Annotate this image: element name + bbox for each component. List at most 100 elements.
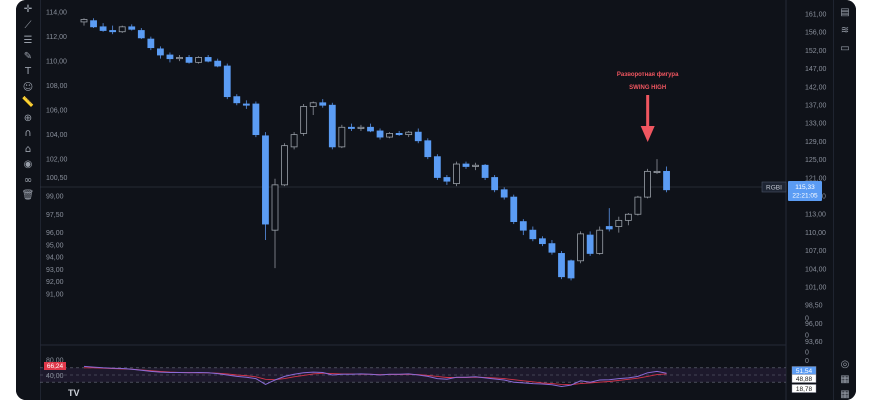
lock-drawing-icon[interactable]: ⌂ [24,143,32,155]
candle[interactable] [338,124,346,149]
crosshair-icon[interactable]: ✛ [23,4,33,15]
candle[interactable] [443,175,451,185]
candle[interactable] [262,132,269,240]
left-axis-tick: 108,00 [46,83,68,90]
candle[interactable] [663,166,670,193]
magnet-icon[interactable]: ∩ [24,128,32,139]
candle[interactable] [644,168,651,199]
candle[interactable] [347,123,355,131]
zoom-icon[interactable]: ⊕ [23,112,33,124]
candle[interactable] [548,239,556,255]
candle[interactable] [414,128,422,144]
candle[interactable] [424,138,432,160]
candle[interactable] [252,101,260,138]
candle[interactable] [157,46,164,59]
trend-line-icon[interactable]: ⟋ [24,19,32,31]
candle[interactable] [271,178,279,269]
candle[interactable] [567,259,575,281]
candle[interactable] [242,100,250,109]
candle[interactable] [137,28,145,40]
eye-icon[interactable]: ◉ [23,159,33,170]
candle[interactable] [281,143,288,187]
candle[interactable] [195,56,203,64]
candle[interactable] [386,132,394,139]
candle[interactable] [433,154,441,180]
candle[interactable] [147,36,155,51]
link-icon[interactable]: ∞ [23,174,33,186]
rsi-left-badge: 66,24 [44,362,66,370]
candle[interactable] [109,25,117,35]
layers-icon[interactable]: ≋ [840,25,850,36]
candle[interactable] [176,55,183,62]
trash-icon[interactable]: 🗑 [21,190,35,201]
candle[interactable] [328,102,336,150]
candle[interactable] [300,104,308,136]
candle[interactable] [233,94,241,106]
smiley-icon[interactable]: ☺ [22,81,34,93]
text-icon[interactable]: T [24,66,32,77]
candle[interactable] [99,23,107,32]
candle[interactable] [90,18,97,29]
left-axis-tick: 112,00 [46,34,67,41]
rsi-tick-80: 80,00 [46,357,64,364]
candle[interactable] [558,251,565,280]
candle[interactable] [577,231,584,264]
watchlist-icon[interactable]: ▤ [840,7,850,18]
candle[interactable] [223,63,231,100]
rsi-right-tick: 0 [805,358,809,365]
candle[interactable] [529,226,537,242]
calendar-icon[interactable]: ▦ [840,374,850,385]
candle[interactable] [624,213,632,226]
rsi-value-badge: 48,88 [791,374,817,383]
candle[interactable] [491,175,499,193]
candle[interactable] [357,124,365,131]
candle[interactable] [538,236,546,247]
right-axis-tick: 125,00 [805,157,827,164]
candle[interactable] [453,161,460,187]
candle[interactable] [290,132,298,150]
left-axis-tick: 106,00 [46,108,68,115]
right-axis-tick: 152,00 [805,48,827,55]
right-axis-tick: 0 [805,333,809,340]
candle[interactable] [319,99,327,108]
candle[interactable] [653,159,661,174]
left-axis-tick: 114,00 [46,10,67,17]
price-chart[interactable]: 114,00 112,00 110,00 108,00 106,00 104,00 102,… [40,0,834,400]
candle[interactable] [214,58,222,68]
candle[interactable] [481,164,489,180]
tradingview-logo[interactable]: TV [68,388,80,398]
candle[interactable] [118,25,126,33]
candle[interactable] [500,187,508,200]
target-icon[interactable]: ◎ [840,359,850,370]
left-axis-tick: 93,00 [46,267,64,274]
candle[interactable] [166,52,174,63]
candle[interactable] [586,231,594,256]
right-sidebar: ▤ ≋ ▭ ◎ ▦ ▦ [833,0,856,400]
candle[interactable] [204,55,212,63]
ruler-icon[interactable]: 📏 [21,97,35,108]
candle[interactable] [510,194,518,225]
candle[interactable] [519,219,527,236]
candle[interactable] [405,130,413,138]
left-axis-tick: 110,00 [46,59,67,66]
candle[interactable] [376,128,384,140]
candle[interactable] [462,161,470,169]
right-axis-tick: 147,00 [805,66,827,73]
fib-icon[interactable]: ☰ [23,35,33,46]
candle[interactable] [128,24,136,31]
candle[interactable] [634,195,642,216]
chat-icon[interactable]: ▭ [840,43,850,54]
candle[interactable] [309,101,317,116]
candle[interactable] [367,123,374,133]
apps-icon[interactable]: ▦ [840,389,850,400]
drawing-toolbar: ✛ ⟋ ☰ ✎ T ☺ 📏 ⊕ ∩ ⌂ ◉ ∞ 🗑 [16,0,41,400]
candle[interactable] [596,226,604,255]
brush-icon[interactable]: ✎ [23,50,33,62]
candle[interactable] [395,130,403,136]
candle[interactable] [615,216,623,233]
svg-text:48,88: 48,88 [796,376,813,383]
candle[interactable] [80,18,88,26]
candle[interactable] [472,162,479,171]
candle[interactable] [185,55,193,64]
candle[interactable] [605,208,613,232]
